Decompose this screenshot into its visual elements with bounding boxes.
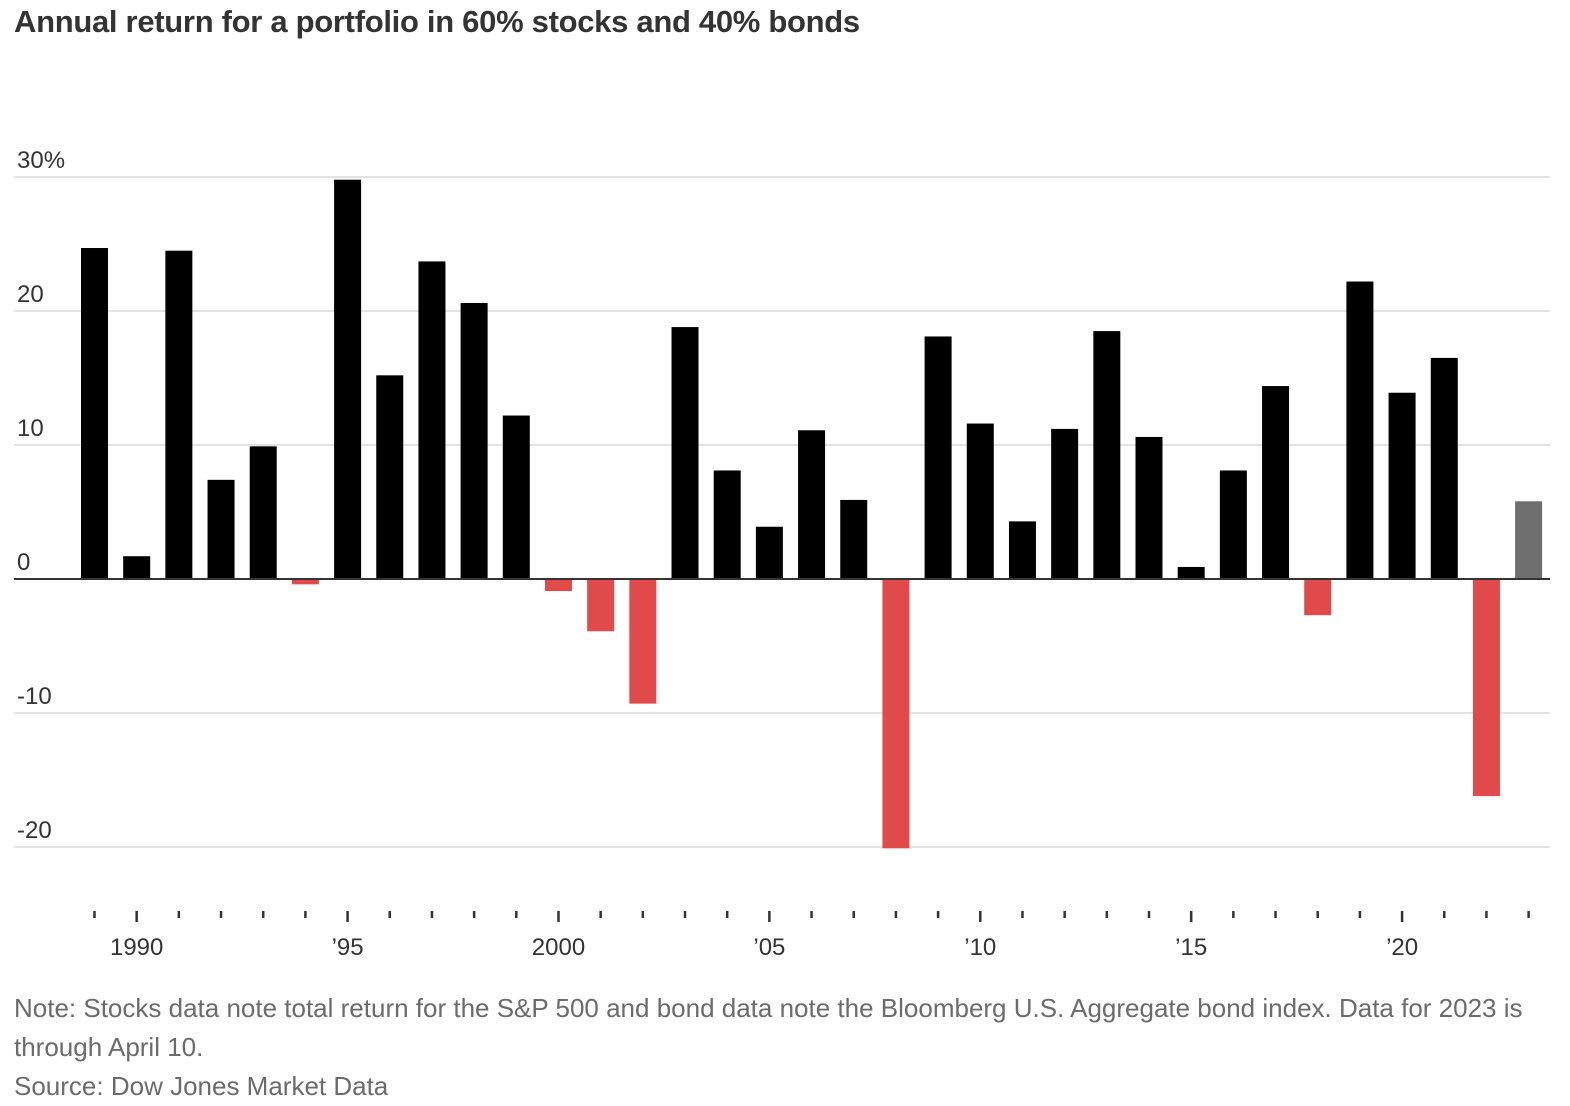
grid-lines [14,176,1550,848]
bar-2003 [671,327,699,579]
bar-2004 [713,470,741,579]
bar-2013 [1093,331,1121,579]
bar-2010 [966,423,994,579]
x-tick-label: ’20 [1386,934,1418,961]
x-tick-label: 1990 [110,934,163,961]
bar-2006 [798,430,826,579]
y-tick-label: -10 [17,683,52,710]
bar-1990 [123,556,151,579]
source-text: Source: Dow Jones Market Data [14,1071,389,1101]
y-tick-label: 20 [17,281,44,308]
y-axis-labels: 30% 20 10 0 -10 -20 [17,147,65,844]
bar-2005 [755,526,783,579]
bar-2022 [1472,579,1500,797]
bar-1997 [418,261,446,579]
bar-2021 [1430,357,1458,579]
y-tick-label: 10 [17,415,44,442]
bar-1993 [249,446,277,579]
bar-2015 [1177,566,1205,579]
bar-2000 [544,579,572,592]
bars [81,179,1543,849]
x-tick-label: 2000 [532,934,585,961]
bar-chart: 30% 20 10 0 -10 -20 1990 ’95 2000 ’05 ’10 ’15 ’20 [14,147,1550,961]
bar-2002 [629,579,657,704]
bar-2016 [1219,470,1247,579]
bar-2018 [1304,579,1332,616]
chart-notes: Note: Stocks data note total return for … [14,989,1544,1106]
x-axis-labels: 1990 ’95 2000 ’05 ’10 ’15 ’20 [110,934,1418,961]
x-axis-ticks [93,911,1530,922]
bar-1998 [460,302,488,579]
bar-1991 [165,250,193,579]
bar-2017 [1262,386,1290,579]
bar-2019 [1346,281,1374,579]
x-tick-label: ’05 [753,934,785,961]
y-tick-label: 30% [17,147,65,174]
x-tick-label: ’95 [332,934,364,961]
bar-2020 [1388,392,1416,579]
x-tick-label: ’15 [1175,934,1207,961]
bar-2001 [587,579,615,632]
bar-1996 [376,375,404,579]
bar-2007 [840,499,868,579]
bar-1995 [334,179,362,579]
bar-2009 [924,336,952,579]
y-tick-label: 0 [17,549,30,576]
y-tick-label: -20 [17,817,52,844]
bar-1994 [291,579,319,585]
bar-1992 [207,479,235,579]
bar-2008 [882,579,910,849]
chart-title: Annual return for a portfolio in 60% sto… [14,4,860,39]
note-text: Note: Stocks data note total return for … [14,993,1523,1062]
bar-2014 [1135,436,1163,579]
bar-2012 [1051,428,1079,579]
bar-2011 [1008,521,1036,579]
bar-1999 [502,415,530,579]
bar-2023 [1515,501,1543,579]
bar-1989 [81,248,108,579]
x-tick-label: ’10 [964,934,996,961]
